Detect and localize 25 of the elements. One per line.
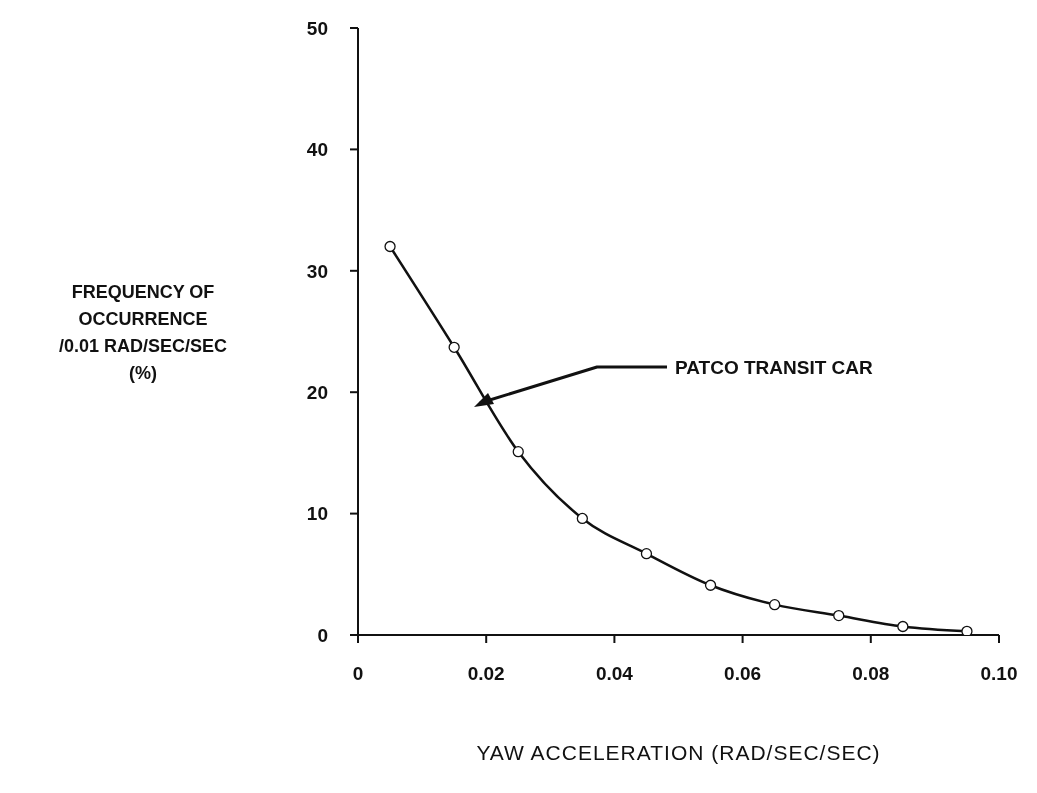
y-axis-title: FREQUENCY OF OCCURRENCE /0.01 RAD/SEC/SEC (%) [58,281,228,383]
x-tick-label: 0.06 [724,663,762,685]
point [704,579,717,591]
annotation: PATCO TRANSIT CAR [675,356,874,378]
point [897,620,909,633]
y-tick-label: 20 [306,381,328,403]
point [833,609,845,622]
x-tick-label: 0 [352,663,364,685]
x-tick-label: 0.02 [467,663,505,685]
point [640,548,653,560]
y-tick-label: 10 [306,503,328,525]
point [961,625,973,635]
point [512,446,524,458]
x-tick-label: 0.10 [980,663,1018,685]
x-tick-label: 0.08 [852,663,890,685]
y-tick-label: 0 [317,624,328,646]
y-tick-label: 50 [306,17,328,39]
point [384,240,396,253]
x-tick-label: 0.04 [595,663,634,685]
point [448,341,460,353]
point [769,599,781,611]
y-tick-label: 40 [306,139,328,161]
y-tick-label: 30 [306,260,328,282]
point [576,512,588,525]
x-axis-title: YAW ACCELERATION (RAD/SEC/SEC) [476,740,881,764]
